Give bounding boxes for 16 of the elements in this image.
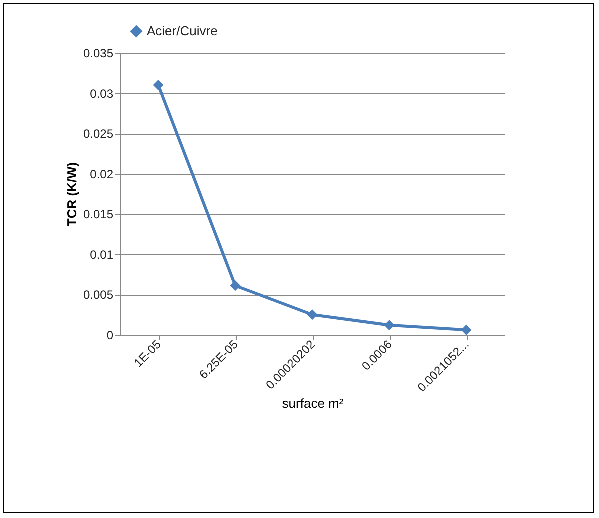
point (230, 280, 241, 292)
point (461, 324, 472, 336)
legend-label: Acier/Cuivre (147, 24, 218, 38)
x-axis-title: surface m² (282, 396, 344, 411)
point (153, 80, 164, 90)
y-tick-label: 0.035 (83, 46, 114, 60)
y-tick-label: 0.02 (90, 167, 114, 182)
point (384, 320, 395, 331)
y-tick-label: 0.005 (83, 288, 114, 302)
y-tick-label: 0.025 (83, 127, 114, 142)
y-tick-label: 0.01 (90, 248, 114, 262)
y-tick-label: 0.03 (90, 86, 114, 101)
y-tick-label: 0.015 (83, 208, 114, 222)
y-tick-label: 0 (106, 328, 114, 342)
point (307, 310, 318, 320)
y-axis-title: TCR (K/W) (64, 162, 80, 227)
